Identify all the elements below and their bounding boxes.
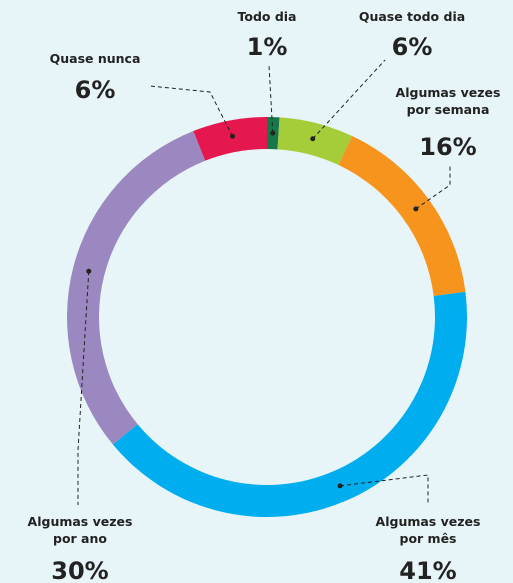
donut-slice: [277, 117, 353, 165]
slice-label: Quase todo dia: [358, 9, 466, 24]
leader-dot: [337, 483, 343, 489]
leader-dot: [413, 206, 419, 212]
donut-slice: [193, 117, 267, 161]
slice-value: 6%: [391, 33, 433, 61]
slice-value: 6%: [74, 76, 116, 104]
slice-value: 1%: [246, 33, 288, 61]
leader-line: [149, 85, 233, 137]
leader-dot: [86, 268, 92, 274]
leader-line: [268, 64, 274, 134]
slice-label: Algumas vezes por ano: [27, 514, 133, 546]
slice-value: 41%: [399, 557, 457, 583]
leader-line: [312, 59, 386, 140]
slice-label: Algumas vezes por semana: [395, 85, 501, 117]
slice-label: Algumas vezes por mês: [375, 514, 481, 546]
slice-label: Quase nunca: [49, 51, 141, 66]
leader-line: [340, 474, 429, 505]
slice-label: Todo dia: [237, 9, 297, 24]
donut-slice: [112, 291, 468, 517]
donut-slice: [338, 136, 466, 296]
donut-slice: [66, 131, 206, 445]
leader-dot: [310, 136, 316, 142]
leader-dot: [270, 130, 276, 136]
slice-value: 30%: [51, 557, 109, 583]
slice-value: 16%: [419, 133, 477, 161]
leader-dot: [230, 133, 236, 139]
leader-line: [77, 271, 90, 505]
